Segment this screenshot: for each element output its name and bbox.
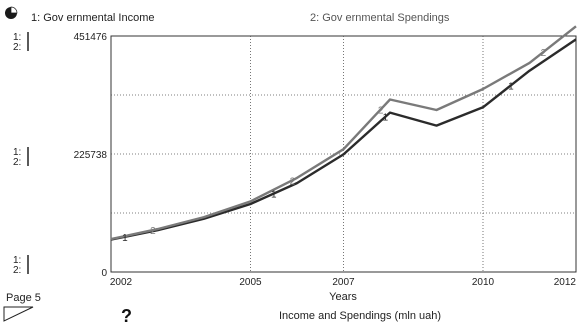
x-tick-label: 2012 (554, 277, 577, 288)
x-tick-label: 2007 (332, 277, 355, 288)
y-axis-tick-labels: 451476 225738 0 (74, 32, 108, 279)
x-axis-tick-labels: 2002 2005 2007 2010 2012 (110, 277, 577, 288)
scale-marker-top-1: 1: (13, 32, 21, 43)
y-tick-label: 451476 (74, 32, 108, 43)
page-label: Page 5 (6, 292, 41, 304)
series-line-2 (110, 25, 577, 241)
scale-marker-mid-2: 2: (13, 157, 21, 168)
series-line-1 (110, 38, 577, 241)
series-marker-2: 2 (150, 226, 156, 237)
chart-title: Income and Spendings (mln uah) (279, 310, 441, 322)
scale-marker-bottom-2: 2: (13, 265, 21, 276)
page-corner-icon[interactable] (3, 306, 34, 322)
legend: 1: Gov ernmental Income 2: Gov ernmental… (5, 6, 450, 24)
x-tick-label: 2005 (239, 277, 262, 288)
series-marker-2: 2 (290, 176, 296, 187)
legend-series-1: 1: Gov ernmental Income (31, 12, 155, 24)
x-tick-label: 2002 (110, 277, 133, 288)
series-marker-1: 1 (122, 233, 128, 244)
scale-markers: 1: 2: 1: 2: 1: 2: (13, 32, 29, 276)
scale-marker-top-2: 2: (13, 42, 21, 53)
series-marker-1: 1 (383, 113, 389, 124)
y-tick-label: 225738 (74, 150, 108, 161)
scale-marker-mid-1: 1: (13, 147, 21, 158)
legend-series-2: 2: Gov ernmental Spendings (310, 12, 450, 24)
help-button[interactable]: ? (121, 306, 132, 324)
x-axis-label: Years (329, 291, 357, 303)
y-tick-label: 0 (101, 268, 107, 279)
x-tick-label: 2010 (472, 277, 495, 288)
pie-icon[interactable] (5, 6, 18, 19)
series-marker-2: 2 (378, 105, 384, 116)
series-lines (110, 25, 577, 241)
series-marker-2: 2 (541, 48, 547, 59)
scale-marker-bottom-1: 1: (13, 255, 21, 266)
series-marker-1: 1 (271, 190, 277, 201)
series-marker-1: 1 (508, 81, 514, 92)
